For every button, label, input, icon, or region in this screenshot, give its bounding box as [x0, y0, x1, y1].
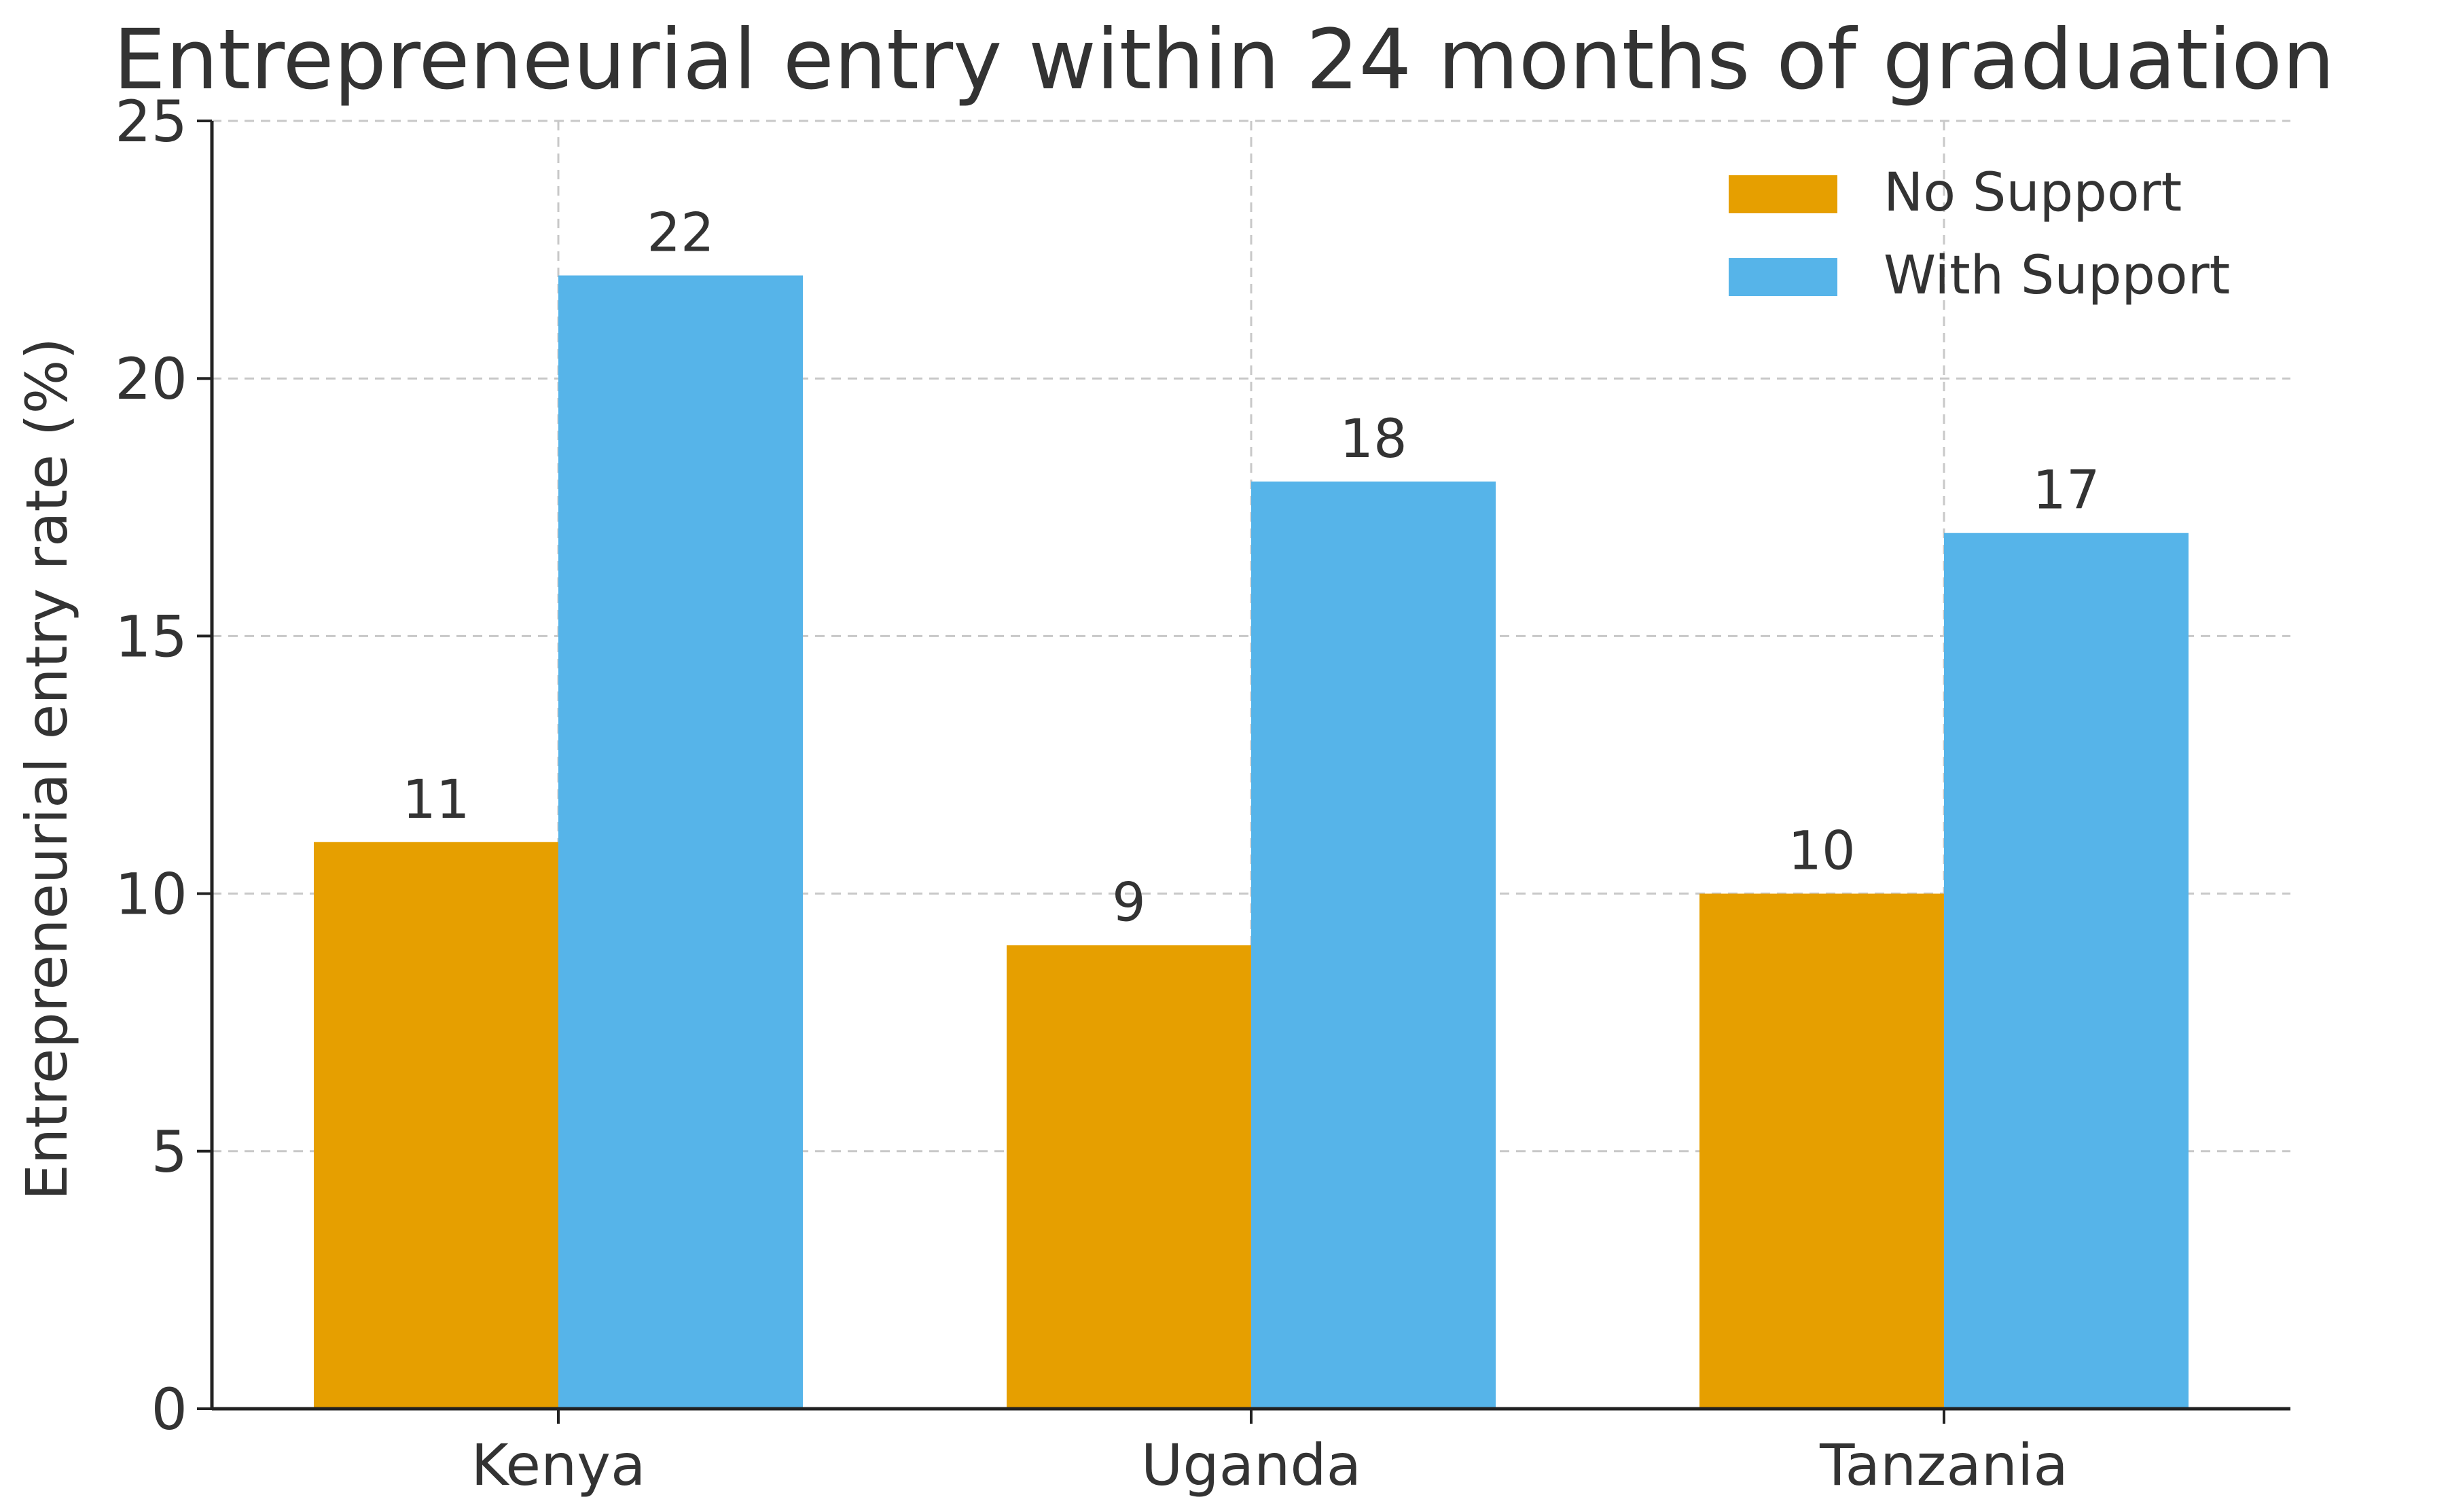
data-label: 17 [2032, 461, 2100, 522]
bar-no-support-uganda [1007, 945, 1251, 1409]
data-label: 10 [1788, 821, 1855, 882]
bar-with-support-kenya [558, 275, 803, 1409]
bar-no-support-kenya [314, 842, 558, 1409]
y-tick-label: 15 [115, 603, 187, 670]
y-tick-label: 25 [115, 88, 187, 155]
y-tick-label: 20 [115, 346, 187, 412]
y-tick-label: 5 [151, 1119, 187, 1185]
bar-no-support-tanzania [1699, 893, 1944, 1409]
chart-title: Entrepreneurial entry within 24 months o… [113, 12, 2335, 108]
bar-with-support-tanzania [1944, 533, 2189, 1409]
legend-label: No Support [1884, 162, 2182, 223]
legend: No Support With Support [1729, 162, 2230, 306]
bar-with-support-uganda [1251, 481, 1496, 1409]
x-tick-label: Tanzania [1819, 1432, 2068, 1498]
x-tick-label: Uganda [1141, 1432, 1361, 1498]
x-tick-label: Kenya [471, 1432, 645, 1498]
data-labels: 11 9 10 22 18 17 [402, 203, 2100, 934]
data-label: 22 [647, 203, 714, 264]
legend-label: With Support [1884, 245, 2230, 306]
data-label: 18 [1339, 409, 1407, 470]
legend-swatch [1729, 175, 1837, 213]
y-tick-label: 0 [151, 1376, 187, 1443]
legend-swatch [1729, 258, 1837, 296]
data-label: 9 [1112, 872, 1146, 933]
data-label: 11 [402, 770, 469, 831]
bars [314, 275, 2189, 1409]
ticks: 0 5 10 15 20 25 Kenya Uganda Tanzania [115, 88, 2068, 1498]
y-tick-label: 10 [115, 861, 187, 928]
y-axis-label: Entrepreneurial entry rate (%) [14, 338, 80, 1200]
